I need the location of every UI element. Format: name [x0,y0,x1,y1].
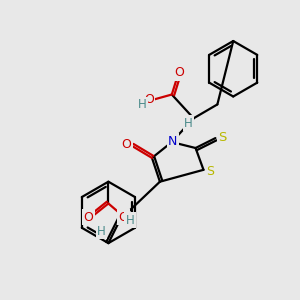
Text: O: O [118,211,128,224]
Text: H: H [184,117,193,130]
Text: H: H [138,98,146,111]
Text: H: H [126,214,135,227]
Text: O: O [84,211,94,224]
Text: O: O [174,66,184,79]
Text: H: H [97,225,106,238]
Text: O: O [144,93,154,106]
Text: S: S [206,165,214,178]
Text: O: O [121,138,131,151]
Text: S: S [218,130,226,144]
Text: N: N [168,135,178,148]
